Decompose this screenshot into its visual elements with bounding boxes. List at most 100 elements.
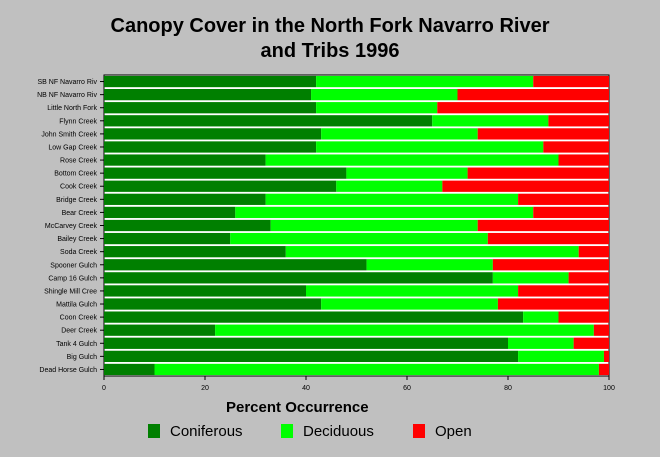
- bar-coniferous-9: [104, 193, 266, 205]
- category-label: Spooner Gulch: [50, 262, 97, 269]
- x-tick-label: 60: [403, 385, 411, 392]
- bar-deciduous-0: [316, 75, 534, 88]
- bar-open-21: [603, 350, 609, 362]
- category-label: Dead Horse Gulch: [39, 367, 97, 374]
- category-label: Flynn Creek: [59, 118, 97, 125]
- bar-open-16: [518, 285, 609, 297]
- bar-open-14: [492, 259, 609, 271]
- bar-open-8: [442, 180, 609, 192]
- bar-open-1: [457, 89, 609, 101]
- bar-open-17: [497, 298, 609, 310]
- bar-deciduous-6: [265, 154, 559, 166]
- bar-deciduous-5: [316, 141, 544, 153]
- bar-deciduous-19: [215, 324, 594, 336]
- category-label: Bridge Creek: [56, 197, 97, 204]
- legend-swatch-open: [413, 424, 425, 438]
- category-label: Shingle Mill Cree: [44, 288, 97, 295]
- bar-deciduous-20: [508, 337, 574, 349]
- bar-coniferous-0: [104, 75, 317, 88]
- bar-open-20: [573, 337, 609, 349]
- bar-open-2: [437, 102, 609, 114]
- bar-coniferous-11: [104, 219, 271, 232]
- bar-open-18: [558, 311, 609, 323]
- bar-coniferous-10: [104, 206, 236, 219]
- bar-open-3: [548, 115, 609, 127]
- category-label: Rose Creek: [60, 158, 97, 165]
- bar-open-9: [518, 193, 609, 205]
- legend-swatch-deciduous: [281, 424, 293, 438]
- bar-open-7: [467, 167, 609, 179]
- bar-coniferous-16: [104, 285, 306, 297]
- category-label: Mattila Gulch: [56, 302, 97, 309]
- category-label: NB NF Navarro Riv: [37, 92, 97, 99]
- bar-open-4: [477, 128, 609, 140]
- bar-coniferous-6: [104, 154, 266, 166]
- category-label: Tank 4 Gulch: [56, 341, 97, 348]
- bar-deciduous-14: [366, 259, 493, 271]
- bar-coniferous-14: [104, 259, 367, 271]
- bar-open-6: [558, 154, 609, 166]
- bar-deciduous-18: [523, 311, 559, 323]
- bar-deciduous-10: [235, 206, 534, 219]
- bar-deciduous-7: [346, 167, 468, 179]
- bar-coniferous-2: [104, 102, 317, 114]
- legend-label-open: Open: [435, 422, 472, 440]
- bar-open-0: [533, 75, 609, 88]
- category-label: Soda Creek: [60, 249, 97, 256]
- bar-deciduous-13: [285, 246, 579, 258]
- bar-deciduous-17: [321, 298, 498, 310]
- bar-open-11: [477, 219, 609, 232]
- category-label: Bailey Creek: [57, 236, 97, 243]
- bar-open-10: [533, 206, 609, 219]
- bar-coniferous-21: [104, 350, 519, 362]
- legend-label-deciduous: Deciduous: [303, 422, 374, 440]
- bar-deciduous-9: [265, 193, 519, 205]
- bar-coniferous-3: [104, 115, 433, 127]
- bar-coniferous-12: [104, 232, 231, 245]
- bar-coniferous-13: [104, 246, 286, 258]
- legend-item-coniferous: Coniferous: [148, 422, 243, 440]
- chart-title-line-1: Canopy Cover in the North Fork Navarro R…: [110, 15, 550, 37]
- bar-open-15: [568, 272, 609, 284]
- chart-title-line-2: and Tribs 1996: [260, 40, 400, 62]
- category-label: Low Gap Creek: [48, 144, 97, 151]
- bar-coniferous-15: [104, 272, 493, 284]
- chart-title: Canopy Cover in the North Fork Navarro R…: [0, 14, 660, 64]
- x-tick-label: 0: [102, 385, 106, 392]
- bar-coniferous-17: [104, 298, 322, 310]
- bar-deciduous-11: [270, 219, 478, 232]
- bar-deciduous-2: [316, 102, 438, 114]
- category-label: Big Gulch: [67, 354, 97, 361]
- bar-deciduous-1: [311, 89, 458, 101]
- bar-deciduous-3: [432, 115, 549, 127]
- category-label: Little North Fork: [47, 105, 97, 112]
- bar-deciduous-16: [306, 285, 519, 297]
- category-label: Coon Creek: [60, 315, 98, 322]
- category-label: Bottom Creek: [54, 171, 97, 178]
- legend-item-deciduous: Deciduous: [281, 422, 374, 440]
- bar-coniferous-8: [104, 180, 337, 192]
- category-label: Camp 16 Gulch: [48, 275, 97, 282]
- bar-deciduous-21: [518, 350, 604, 362]
- bar-deciduous-22: [154, 363, 599, 376]
- x-tick-label: 80: [504, 385, 512, 392]
- category-label: John Smith Creek: [41, 131, 97, 138]
- bar-open-12: [487, 232, 609, 245]
- category-label: Bear Creek: [62, 210, 98, 217]
- bar-coniferous-4: [104, 128, 322, 140]
- category-label: Cook Creek: [60, 184, 97, 191]
- category-label: SB NF Navarro Riv: [37, 79, 97, 86]
- legend-item-open: Open: [413, 422, 472, 440]
- bar-open-13: [578, 246, 609, 258]
- bar-deciduous-15: [492, 272, 569, 284]
- x-tick-label: 20: [201, 385, 209, 392]
- bar-deciduous-8: [336, 180, 443, 192]
- bar-open-5: [543, 141, 609, 153]
- legend-label-coniferous: Coniferous: [170, 422, 243, 440]
- legend-swatch-coniferous: [148, 424, 160, 438]
- x-tick-label: 40: [302, 385, 310, 392]
- bar-coniferous-18: [104, 311, 524, 323]
- bar-coniferous-19: [104, 324, 216, 336]
- bar-coniferous-7: [104, 167, 347, 179]
